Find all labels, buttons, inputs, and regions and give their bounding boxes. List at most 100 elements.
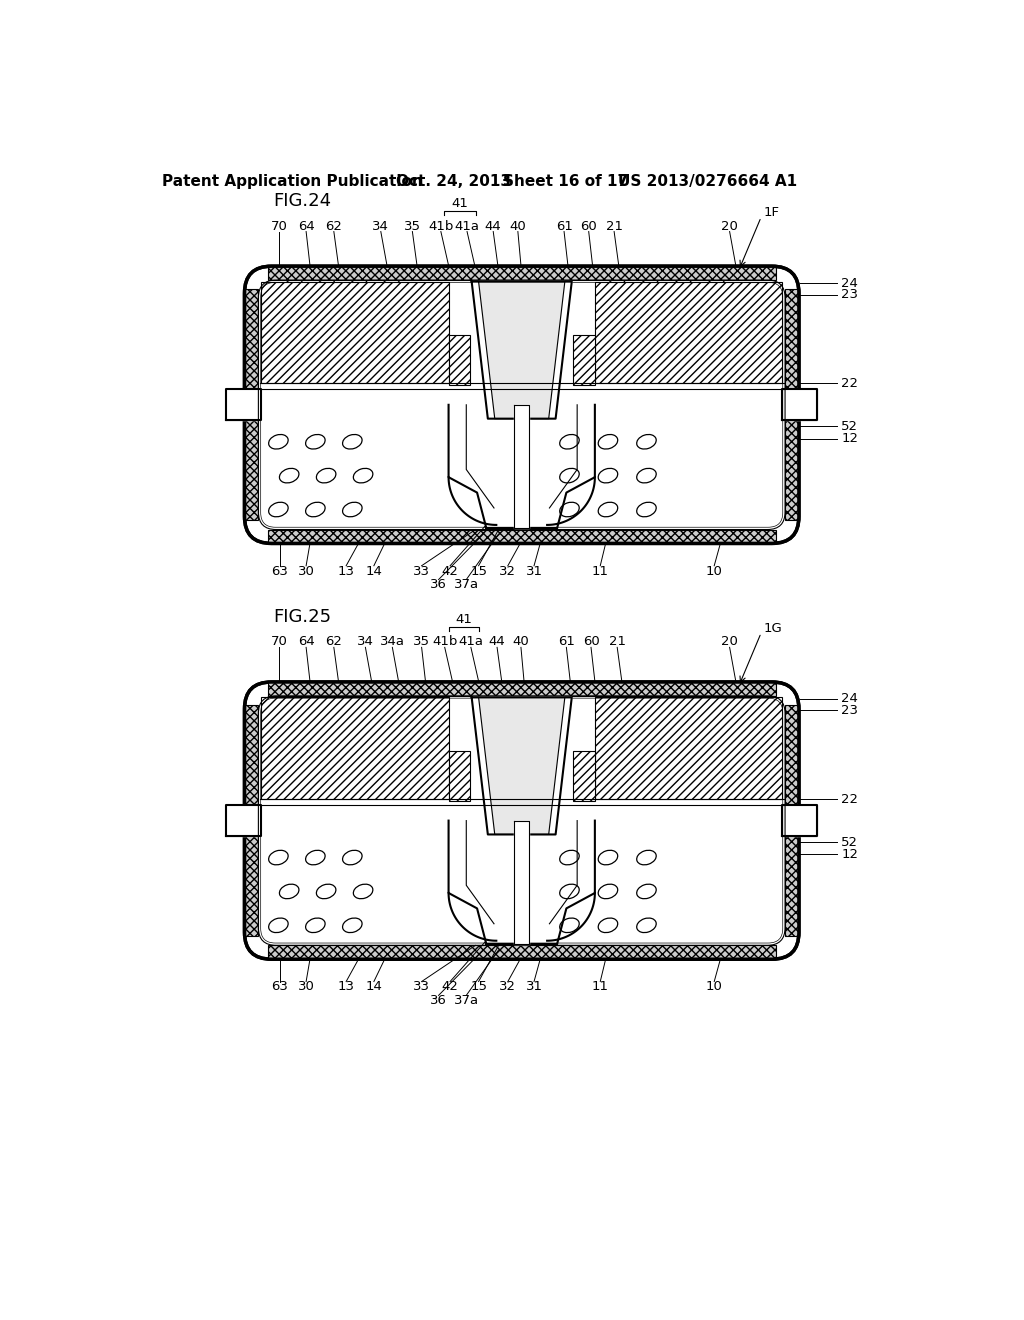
Polygon shape bbox=[472, 697, 571, 834]
Bar bbox=[245, 705, 258, 936]
Text: 1G: 1G bbox=[764, 622, 782, 635]
Bar bbox=[595, 281, 782, 383]
Text: 32: 32 bbox=[500, 981, 516, 994]
Text: 52: 52 bbox=[842, 420, 858, 433]
Bar bbox=[245, 289, 258, 520]
Text: 40: 40 bbox=[513, 635, 529, 648]
Text: 11: 11 bbox=[592, 981, 608, 994]
Text: 37a: 37a bbox=[454, 578, 479, 591]
Text: US 2013/0276664 A1: US 2013/0276664 A1 bbox=[618, 174, 798, 189]
Text: 12: 12 bbox=[842, 847, 858, 861]
Text: 63: 63 bbox=[271, 981, 289, 994]
Text: 41: 41 bbox=[452, 197, 468, 210]
Bar bbox=[261, 697, 449, 799]
FancyBboxPatch shape bbox=[245, 682, 799, 960]
Text: 15: 15 bbox=[470, 981, 487, 994]
Bar bbox=[785, 289, 799, 520]
Polygon shape bbox=[472, 281, 571, 418]
Text: 21: 21 bbox=[608, 635, 626, 648]
Bar bbox=[267, 529, 776, 544]
Text: 70: 70 bbox=[270, 219, 288, 232]
Text: FIG.24: FIG.24 bbox=[273, 191, 331, 210]
Text: 61: 61 bbox=[556, 219, 572, 232]
Text: 41a: 41a bbox=[455, 219, 479, 232]
Text: 12: 12 bbox=[842, 432, 858, 445]
Text: 64: 64 bbox=[298, 635, 314, 648]
Bar bbox=[573, 751, 595, 800]
Text: 23: 23 bbox=[842, 704, 858, 717]
Text: 35: 35 bbox=[403, 219, 421, 232]
Bar bbox=[267, 267, 776, 280]
Text: 40: 40 bbox=[510, 219, 526, 232]
Polygon shape bbox=[782, 389, 817, 420]
Text: 41b: 41b bbox=[428, 219, 454, 232]
Text: Sheet 16 of 17: Sheet 16 of 17 bbox=[503, 174, 628, 189]
Text: 33: 33 bbox=[413, 981, 430, 994]
Text: 15: 15 bbox=[470, 565, 487, 578]
Text: 34: 34 bbox=[357, 635, 374, 648]
Text: 31: 31 bbox=[525, 565, 543, 578]
Text: 41: 41 bbox=[455, 612, 472, 626]
Text: 14: 14 bbox=[366, 565, 382, 578]
Text: 44: 44 bbox=[488, 635, 506, 648]
Text: 24: 24 bbox=[842, 277, 858, 289]
Polygon shape bbox=[478, 697, 565, 834]
Text: 35: 35 bbox=[413, 635, 430, 648]
Bar bbox=[595, 697, 782, 799]
Text: FIG.25: FIG.25 bbox=[273, 607, 331, 626]
Text: 13: 13 bbox=[338, 981, 354, 994]
Text: 10: 10 bbox=[706, 565, 723, 578]
Text: 36: 36 bbox=[430, 994, 447, 1007]
Text: Patent Application Publication: Patent Application Publication bbox=[162, 174, 423, 189]
Bar bbox=[573, 335, 595, 385]
Text: 41a: 41a bbox=[459, 635, 483, 648]
Polygon shape bbox=[478, 281, 565, 418]
Polygon shape bbox=[782, 805, 817, 836]
Text: 34a: 34a bbox=[380, 635, 404, 648]
Text: 42: 42 bbox=[441, 565, 459, 578]
Text: 30: 30 bbox=[298, 981, 314, 994]
Text: 23: 23 bbox=[842, 288, 858, 301]
Bar bbox=[267, 682, 776, 696]
Text: 64: 64 bbox=[298, 219, 314, 232]
Bar bbox=[226, 805, 258, 836]
Text: 63: 63 bbox=[271, 565, 289, 578]
Text: 32: 32 bbox=[500, 565, 516, 578]
Text: 21: 21 bbox=[605, 219, 623, 232]
Bar bbox=[261, 281, 449, 383]
Text: 62: 62 bbox=[326, 635, 342, 648]
Text: 60: 60 bbox=[583, 635, 599, 648]
Polygon shape bbox=[226, 805, 261, 836]
Text: 37a: 37a bbox=[454, 994, 479, 1007]
Text: 14: 14 bbox=[366, 981, 382, 994]
Text: 52: 52 bbox=[842, 836, 858, 849]
Text: 1F: 1F bbox=[764, 206, 779, 219]
Text: 70: 70 bbox=[270, 635, 288, 648]
Text: 61: 61 bbox=[558, 635, 574, 648]
Polygon shape bbox=[514, 405, 529, 528]
Polygon shape bbox=[226, 389, 261, 420]
Text: 33: 33 bbox=[413, 565, 430, 578]
Text: 30: 30 bbox=[298, 565, 314, 578]
Text: 34: 34 bbox=[373, 219, 389, 232]
FancyBboxPatch shape bbox=[245, 267, 799, 544]
Text: 31: 31 bbox=[525, 981, 543, 994]
Text: 11: 11 bbox=[592, 565, 608, 578]
Bar bbox=[449, 751, 470, 800]
Bar bbox=[267, 945, 776, 960]
Text: 44: 44 bbox=[484, 219, 502, 232]
Bar bbox=[226, 389, 258, 420]
Polygon shape bbox=[514, 821, 529, 944]
Text: 62: 62 bbox=[326, 219, 342, 232]
Text: 60: 60 bbox=[581, 219, 597, 232]
Text: 42: 42 bbox=[441, 981, 459, 994]
Bar bbox=[782, 389, 817, 420]
Text: 22: 22 bbox=[842, 376, 858, 389]
Text: 41b: 41b bbox=[432, 635, 458, 648]
Text: 24: 24 bbox=[842, 693, 858, 705]
Bar bbox=[785, 705, 799, 936]
Bar bbox=[449, 335, 470, 385]
Text: 36: 36 bbox=[430, 578, 447, 591]
Text: 20: 20 bbox=[721, 635, 738, 648]
Text: Oct. 24, 2013: Oct. 24, 2013 bbox=[396, 174, 511, 189]
